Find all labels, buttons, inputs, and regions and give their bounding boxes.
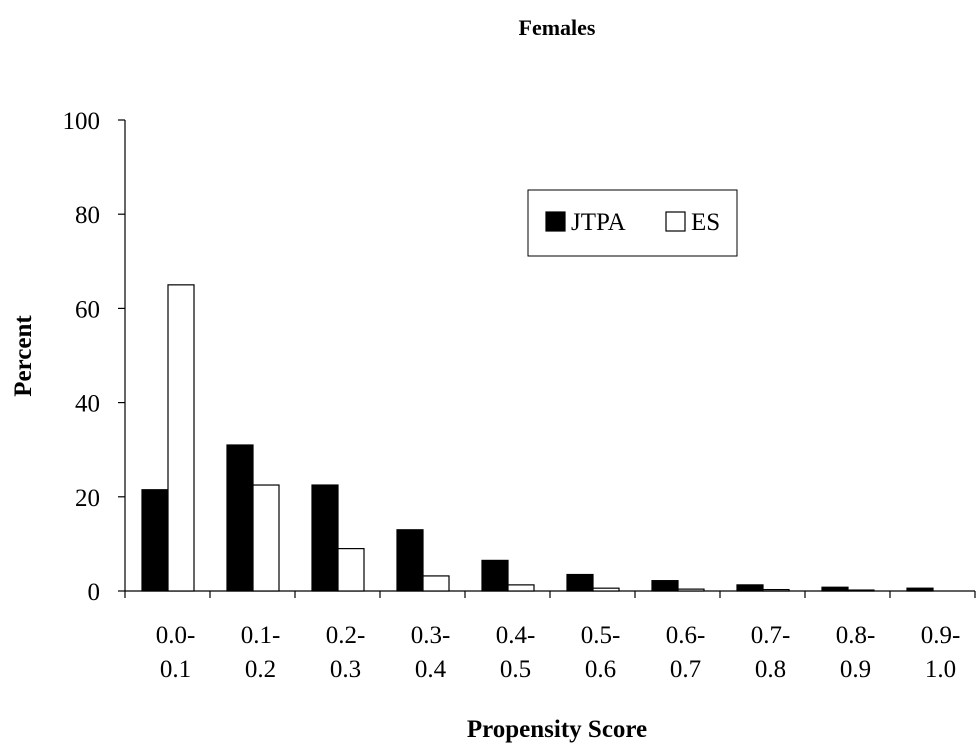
bar-es-8 bbox=[847, 589, 875, 592]
x-tick-label: 0.6- bbox=[666, 622, 706, 649]
bar-jtpa-8 bbox=[821, 586, 849, 592]
bar-jtpa-9 bbox=[906, 587, 934, 592]
y-ticks: 0 20 40 60 80 100 bbox=[63, 108, 125, 606]
y-tick-label: 100 bbox=[63, 108, 101, 135]
x-tick-label: 0.4- bbox=[496, 622, 536, 649]
legend-label-es: ES bbox=[691, 209, 720, 236]
bar-jtpa-6 bbox=[651, 580, 679, 592]
x-tick-label: 0.3 bbox=[330, 656, 361, 683]
y-tick-label: 40 bbox=[75, 391, 100, 418]
bars bbox=[141, 284, 934, 592]
x-tick-label: 0.2 bbox=[245, 656, 276, 683]
x-axis-title: Propensity Score bbox=[467, 716, 647, 743]
x-labels: 0.0- 0.1 0.1- 0.2 0.2- 0.3 0.3- 0.4 0.4- 0.5 0.5- 0… bbox=[156, 622, 961, 683]
bar-es-5 bbox=[592, 587, 620, 592]
x-tick-label: 0.1 bbox=[160, 656, 191, 683]
legend-label-jtpa: JTPA bbox=[571, 209, 626, 236]
x-tick-label: 0.4 bbox=[415, 656, 447, 683]
legend: JTPA ES bbox=[527, 189, 738, 257]
x-tick-label: 0.7 bbox=[670, 656, 701, 683]
x-tick-label: 0.8- bbox=[836, 622, 876, 649]
bar-es-0 bbox=[167, 284, 195, 592]
x-tick-label: 0.5 bbox=[500, 656, 531, 683]
bar-jtpa-1 bbox=[226, 444, 254, 592]
x-tick-label: 0.5- bbox=[581, 622, 621, 649]
bar-jtpa-4 bbox=[481, 559, 509, 592]
legend-swatch-jtpa bbox=[545, 211, 566, 232]
bar-jtpa-2 bbox=[311, 484, 339, 592]
y-tick-label: 0 bbox=[88, 579, 101, 606]
y-axis-title: Percent bbox=[10, 315, 37, 397]
x-tick-label: 0.9- bbox=[921, 622, 961, 649]
bar-es-3 bbox=[422, 575, 450, 592]
bar-jtpa-0 bbox=[141, 489, 169, 592]
y-tick-label: 20 bbox=[75, 485, 100, 512]
x-tick-label: 0.1- bbox=[241, 622, 281, 649]
chart-title: Females bbox=[519, 15, 596, 40]
bar-jtpa-5 bbox=[566, 573, 594, 592]
bar-jtpa-3 bbox=[396, 529, 424, 592]
x-tick-label: 0.2- bbox=[326, 622, 366, 649]
y-tick-label: 80 bbox=[75, 202, 100, 229]
bar-es-2 bbox=[337, 548, 365, 592]
bar-es-6 bbox=[677, 588, 705, 592]
bar-es-4 bbox=[507, 584, 535, 592]
y-tick-label: 60 bbox=[75, 296, 100, 323]
x-ticks bbox=[124, 591, 976, 598]
x-tick-label: 0.7- bbox=[751, 622, 791, 649]
x-tick-label: 0.8 bbox=[755, 656, 786, 683]
x-tick-label: 0.3- bbox=[411, 622, 451, 649]
bar-jtpa-7 bbox=[736, 584, 764, 592]
bar-es-7 bbox=[762, 588, 790, 592]
x-tick-label: 1.0 bbox=[925, 656, 956, 683]
legend-swatch-es bbox=[665, 211, 686, 232]
x-tick-label: 0.0- bbox=[156, 622, 196, 649]
x-tick-label: 0.6 bbox=[585, 656, 616, 683]
x-tick-label: 0.9 bbox=[840, 656, 871, 683]
bar-es-1 bbox=[252, 484, 280, 592]
